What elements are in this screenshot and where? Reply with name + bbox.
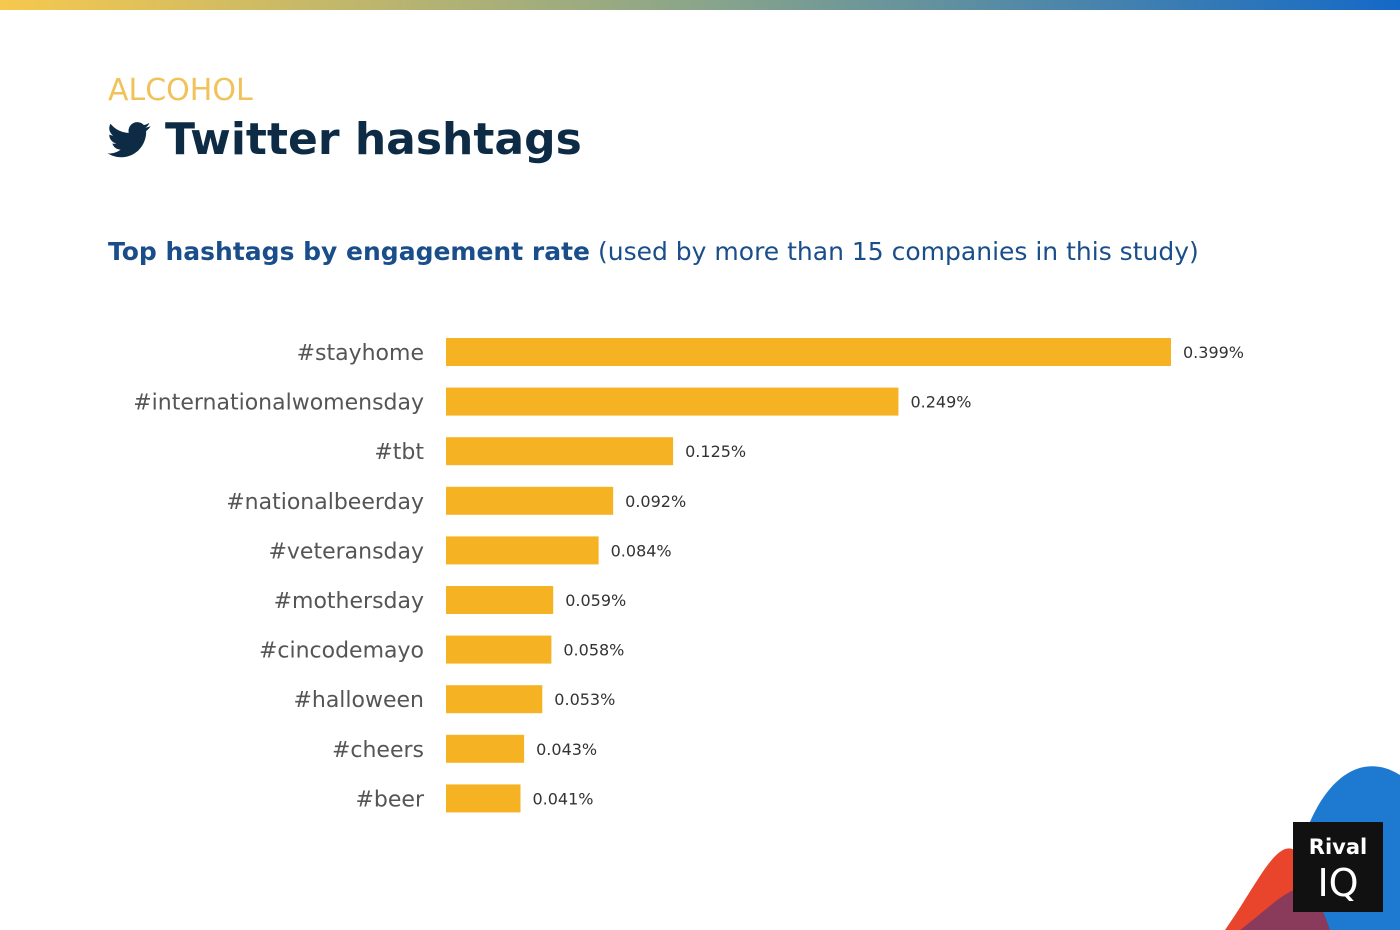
bar: [446, 338, 1171, 366]
top-stripe: [0, 0, 1400, 10]
bar: [446, 734, 525, 763]
category-label: #stayhome: [297, 341, 424, 366]
category-label: #cheers: [332, 738, 424, 763]
bar: [446, 536, 599, 565]
category-label: #veteransday: [268, 539, 424, 564]
value-label: 0.249%: [910, 393, 971, 412]
subtitle-note: (used by more than 15 companies in this …: [598, 237, 1199, 266]
category-label: #tbt: [374, 440, 424, 465]
value-label: 0.084%: [611, 541, 672, 560]
logo-text: IQ: [1317, 861, 1358, 905]
logo-text: Rival: [1309, 835, 1367, 859]
value-label: 0.053%: [554, 690, 615, 709]
bar: [446, 437, 674, 466]
bar: [446, 784, 521, 813]
value-label: 0.059%: [565, 591, 626, 610]
plot: #stayhome 0.399% #internationalwomensday 0.…: [133, 338, 1244, 813]
category-label: #halloween: [293, 688, 424, 713]
bar: [446, 486, 614, 515]
category-label: #beer: [355, 787, 424, 812]
category-label: #mothersday: [274, 589, 424, 614]
value-label: 0.092%: [625, 492, 686, 511]
bar: [446, 586, 554, 614]
subtitle: Top hashtags by engagement rate (used by …: [108, 237, 1199, 266]
value-label: 0.043%: [536, 740, 597, 759]
value-label: 0.058%: [563, 641, 624, 660]
category-label: #internationalwomensday: [133, 391, 424, 416]
subtitle-main: Top hashtags by engagement rate: [108, 237, 590, 266]
bar: [446, 635, 552, 664]
bar: [446, 685, 543, 714]
twitter-icon: [107, 122, 151, 158]
category-label: #nationalbeerday: [226, 490, 424, 515]
category-label: #cincodemayo: [259, 639, 424, 664]
value-label: 0.125%: [685, 442, 746, 461]
logo-box: [1293, 822, 1383, 912]
kicker: ALCOHOL: [108, 73, 253, 108]
value-label: 0.041%: [532, 789, 593, 808]
bar: [446, 387, 899, 416]
chart-title: Twitter hashtags: [165, 114, 582, 165]
value-label: 0.399%: [1183, 343, 1244, 362]
